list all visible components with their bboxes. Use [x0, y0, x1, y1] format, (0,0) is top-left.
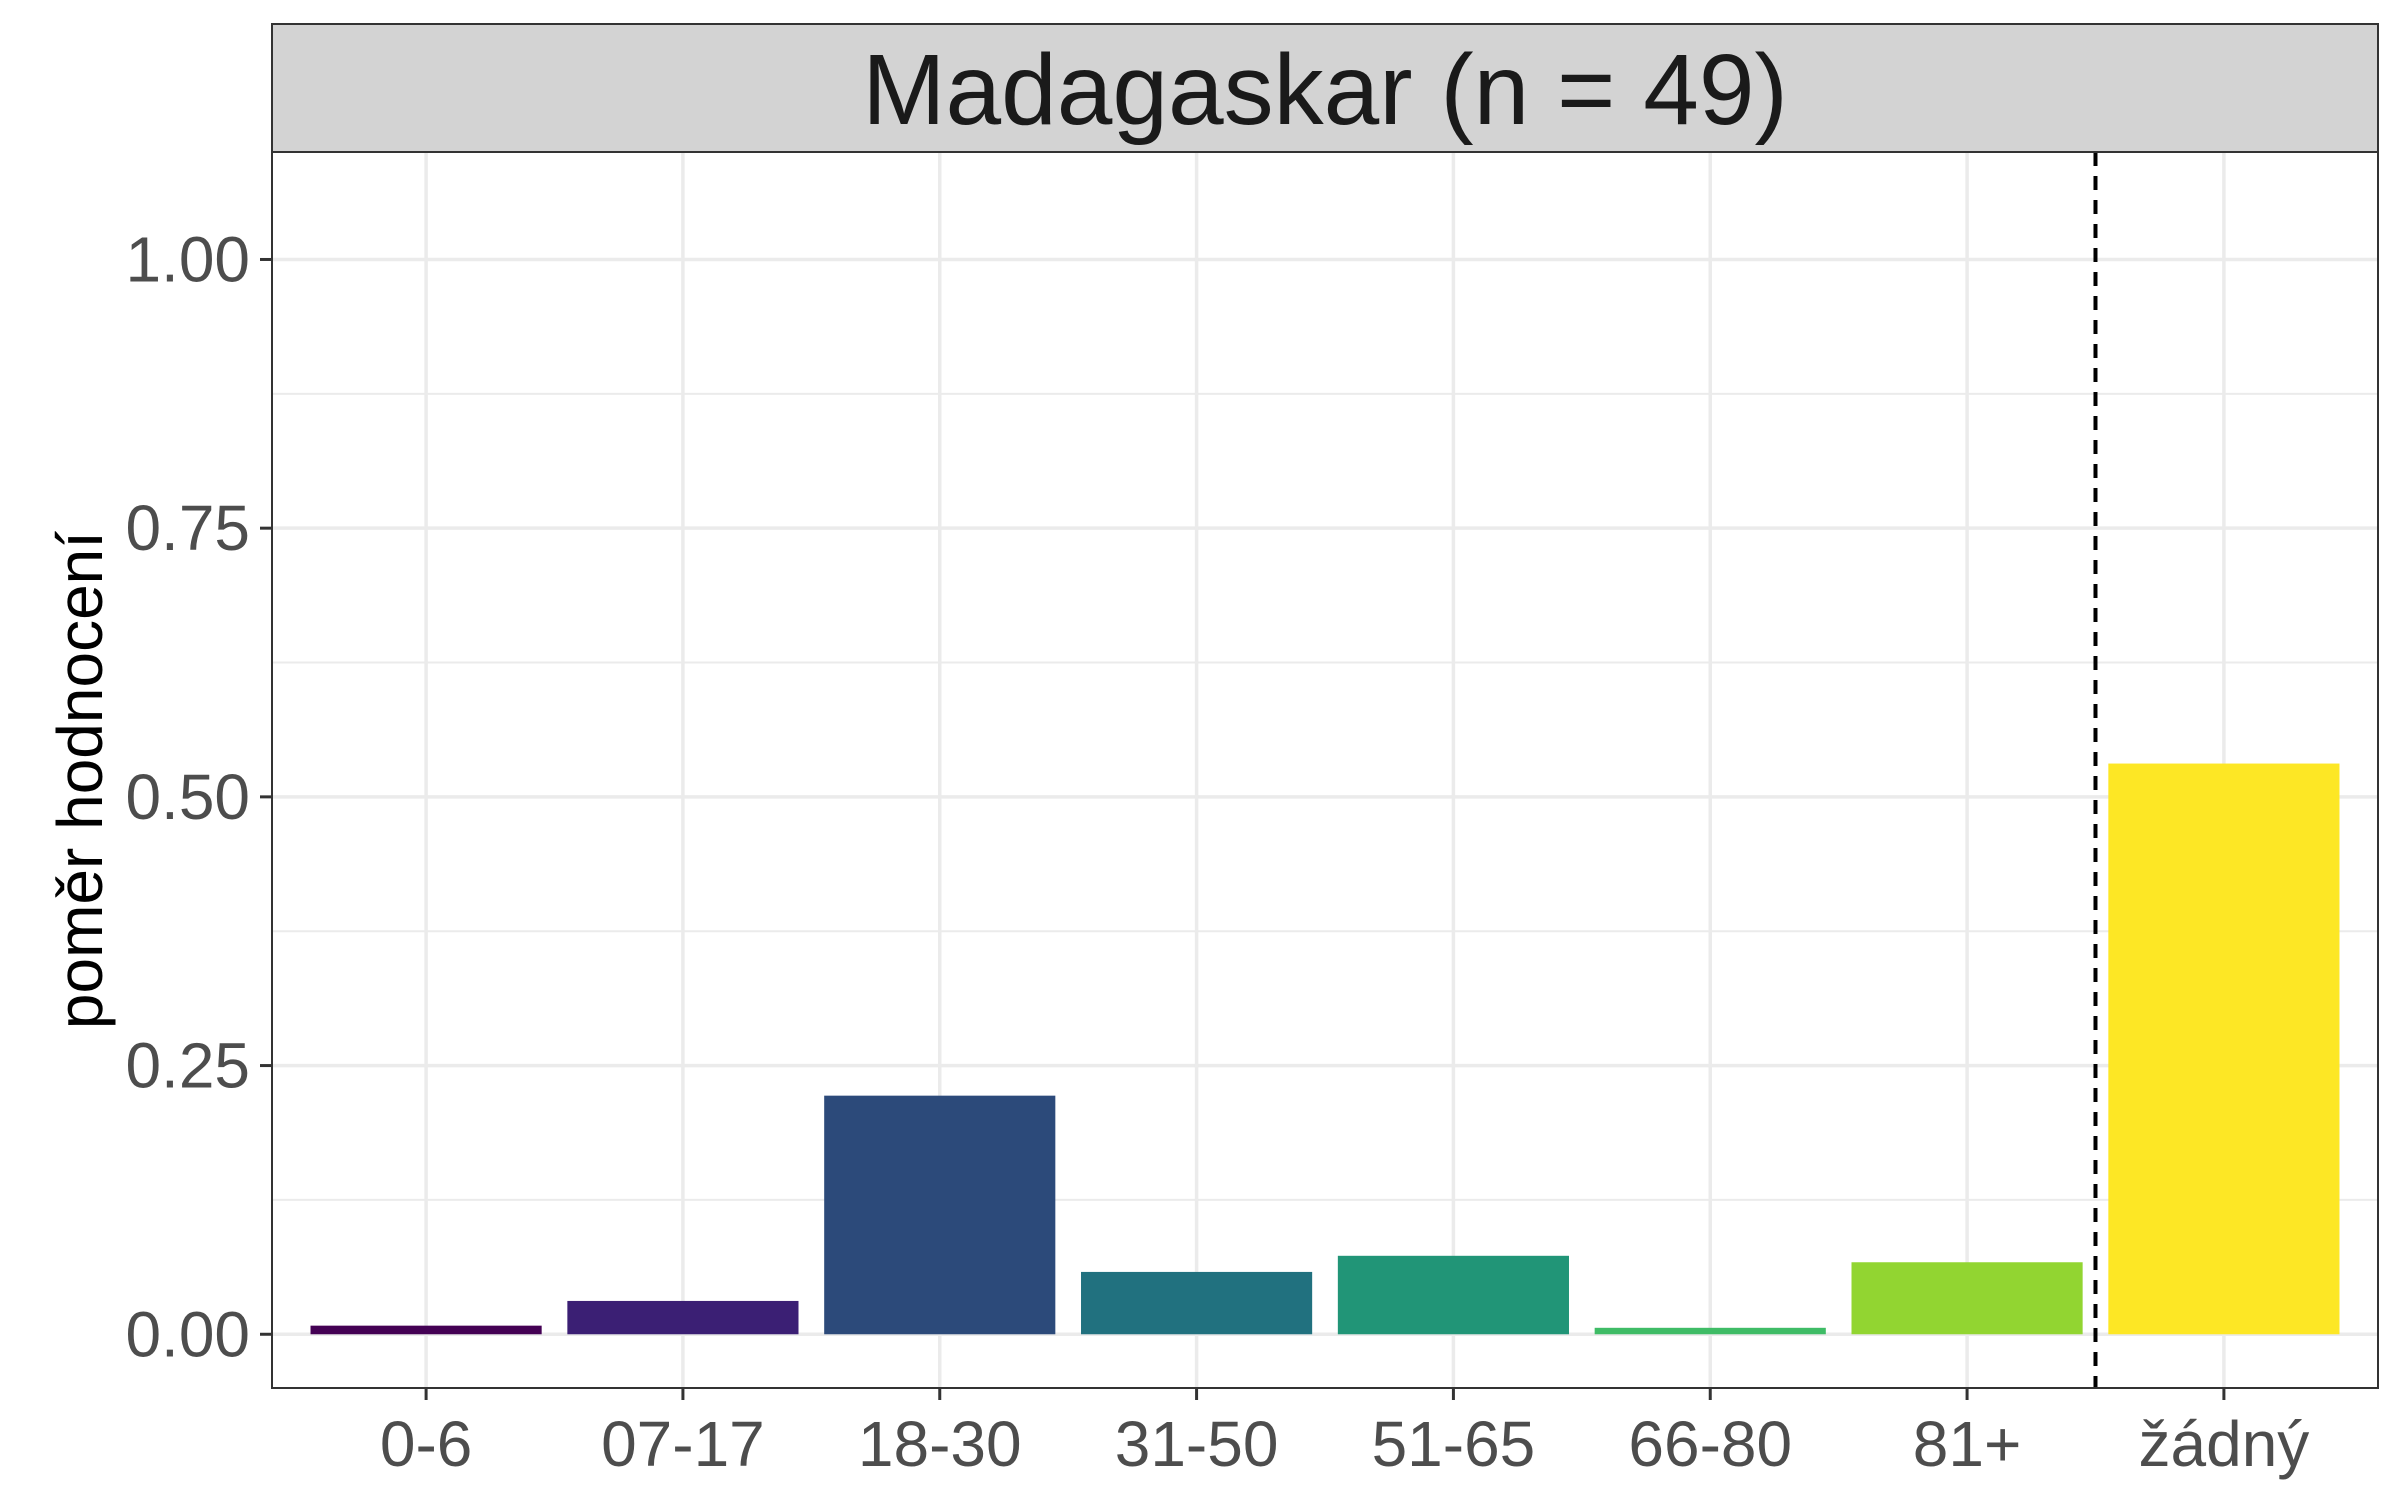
- y-tick-label: 0.00: [125, 1298, 250, 1370]
- x-tick-label: žádný: [2139, 1408, 2310, 1480]
- x-tick-label: 0-6: [380, 1408, 473, 1480]
- y-tick-label: 0.25: [125, 1030, 250, 1102]
- y-tick-label: 1.00: [125, 223, 250, 295]
- y-tick-label: 0.75: [125, 492, 250, 564]
- bar-66-80: [1594, 1327, 1826, 1335]
- panel-border: [271, 151, 2379, 1389]
- bar-81+: [1851, 1262, 2083, 1335]
- plot-panel: [272, 152, 2378, 1388]
- minor-gridlines: [272, 392, 2378, 1201]
- y-tick-label: 0.50: [125, 761, 250, 833]
- bar-51-65: [1337, 1255, 1569, 1335]
- x-tick-label: 31-50: [1115, 1408, 1279, 1480]
- bar-žádný: [2108, 763, 2340, 1335]
- bar-18-30: [824, 1095, 1056, 1335]
- x-axis-ticks: 0-6 07-17 18-30 31-50 51-65 66-80 81+ žádný: [380, 1388, 2309, 1480]
- bars: [310, 763, 2340, 1335]
- x-tick-label: 66-80: [1628, 1408, 1792, 1480]
- y-axis-ticks: 0.00 0.25 0.50 0.75 1.00: [125, 223, 272, 1370]
- x-tick-label: 81+: [1913, 1408, 2022, 1480]
- strip-background: [271, 23, 2379, 153]
- x-tick-label: 07-17: [601, 1408, 765, 1480]
- x-tick-label: 51-65: [1372, 1408, 1536, 1480]
- bar-07-17: [567, 1300, 799, 1335]
- bar-0-6: [310, 1325, 542, 1335]
- major-gridlines: [272, 152, 2378, 1388]
- bar-31-50: [1081, 1271, 1313, 1335]
- x-tick-label: 18-30: [858, 1408, 1022, 1480]
- chart-title: Madagaskar (n = 49): [862, 34, 1788, 146]
- y-axis-title: poměr hodnocení: [44, 531, 116, 1029]
